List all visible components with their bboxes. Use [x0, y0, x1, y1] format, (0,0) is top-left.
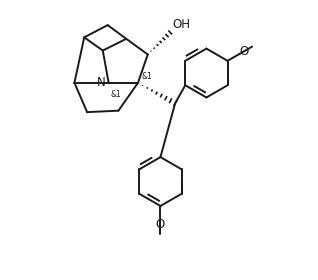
Text: OH: OH [172, 18, 190, 31]
Text: &1: &1 [111, 90, 121, 99]
Text: O: O [239, 45, 248, 58]
Text: &1: &1 [142, 72, 153, 81]
Text: N: N [97, 76, 106, 89]
Text: O: O [156, 218, 165, 231]
